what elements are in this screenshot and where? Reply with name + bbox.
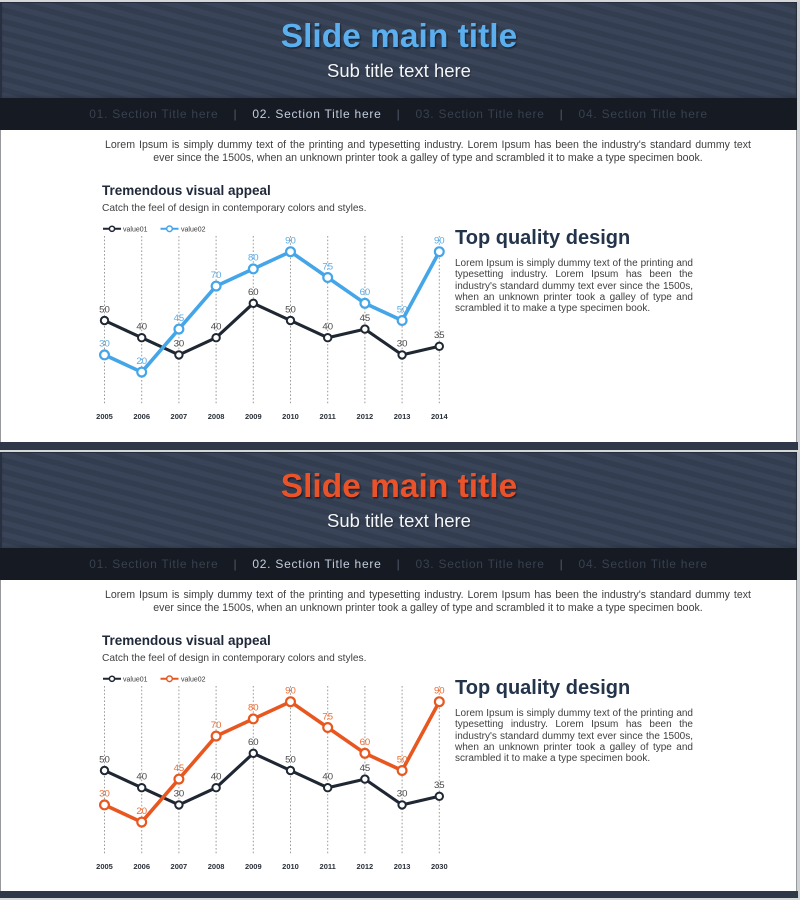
svg-text:value01: value01 <box>123 226 148 233</box>
svg-text:40: 40 <box>322 772 333 783</box>
svg-text:70: 70 <box>211 720 222 731</box>
svg-text:30: 30 <box>174 339 185 350</box>
svg-text:90: 90 <box>285 236 296 247</box>
svg-text:2011: 2011 <box>320 412 336 421</box>
svg-text:40: 40 <box>136 772 147 783</box>
svg-text:2005: 2005 <box>96 412 113 421</box>
svg-text:50: 50 <box>285 304 296 315</box>
svg-text:2010: 2010 <box>282 862 299 871</box>
svg-text:90: 90 <box>434 236 445 247</box>
svg-text:2012: 2012 <box>357 412 374 421</box>
svg-text:2007: 2007 <box>171 412 188 421</box>
svg-text:30: 30 <box>174 789 185 800</box>
svg-text:2008: 2008 <box>208 412 225 421</box>
svg-text:80: 80 <box>248 253 259 264</box>
svg-text:40: 40 <box>211 772 222 783</box>
svg-text:75: 75 <box>322 261 333 272</box>
svg-text:2006: 2006 <box>133 862 150 871</box>
svg-text:50: 50 <box>285 754 296 765</box>
svg-text:2005: 2005 <box>96 862 113 871</box>
svg-text:2006: 2006 <box>133 412 150 421</box>
svg-text:30: 30 <box>99 339 110 350</box>
svg-text:2012: 2012 <box>357 862 374 871</box>
svg-text:20: 20 <box>136 806 147 817</box>
svg-text:90: 90 <box>434 686 445 697</box>
svg-text:50: 50 <box>397 304 408 315</box>
svg-text:2030: 2030 <box>431 862 448 871</box>
svg-text:2010: 2010 <box>282 412 299 421</box>
svg-text:2009: 2009 <box>245 862 262 871</box>
svg-text:value01: value01 <box>123 676 148 683</box>
svg-text:2013: 2013 <box>394 412 411 421</box>
svg-text:40: 40 <box>211 322 222 333</box>
svg-text:45: 45 <box>174 313 185 324</box>
svg-text:45: 45 <box>360 763 371 774</box>
svg-text:2014: 2014 <box>431 412 449 421</box>
svg-text:50: 50 <box>99 304 110 315</box>
svg-text:value02: value02 <box>181 226 206 233</box>
svg-text:30: 30 <box>397 339 408 350</box>
svg-text:40: 40 <box>136 322 147 333</box>
svg-text:30: 30 <box>99 789 110 800</box>
svg-text:60: 60 <box>248 287 259 298</box>
svg-text:75: 75 <box>322 711 333 722</box>
svg-text:2008: 2008 <box>208 862 225 871</box>
svg-text:60: 60 <box>248 737 259 748</box>
svg-text:45: 45 <box>360 313 371 324</box>
svg-text:2007: 2007 <box>171 862 188 871</box>
svg-text:30: 30 <box>397 789 408 800</box>
svg-text:50: 50 <box>397 754 408 765</box>
svg-text:50: 50 <box>99 754 110 765</box>
svg-text:40: 40 <box>322 322 333 333</box>
svg-text:60: 60 <box>360 287 371 298</box>
svg-text:35: 35 <box>434 780 445 791</box>
svg-text:20: 20 <box>136 356 147 367</box>
svg-text:60: 60 <box>360 737 371 748</box>
svg-text:value02: value02 <box>181 676 206 683</box>
svg-text:70: 70 <box>211 270 222 281</box>
svg-text:2013: 2013 <box>394 862 411 871</box>
svg-text:80: 80 <box>248 703 259 714</box>
svg-text:45: 45 <box>174 763 185 774</box>
svg-text:2009: 2009 <box>245 412 262 421</box>
svg-text:35: 35 <box>434 330 445 341</box>
svg-text:2011: 2011 <box>320 862 336 871</box>
svg-text:90: 90 <box>285 686 296 697</box>
